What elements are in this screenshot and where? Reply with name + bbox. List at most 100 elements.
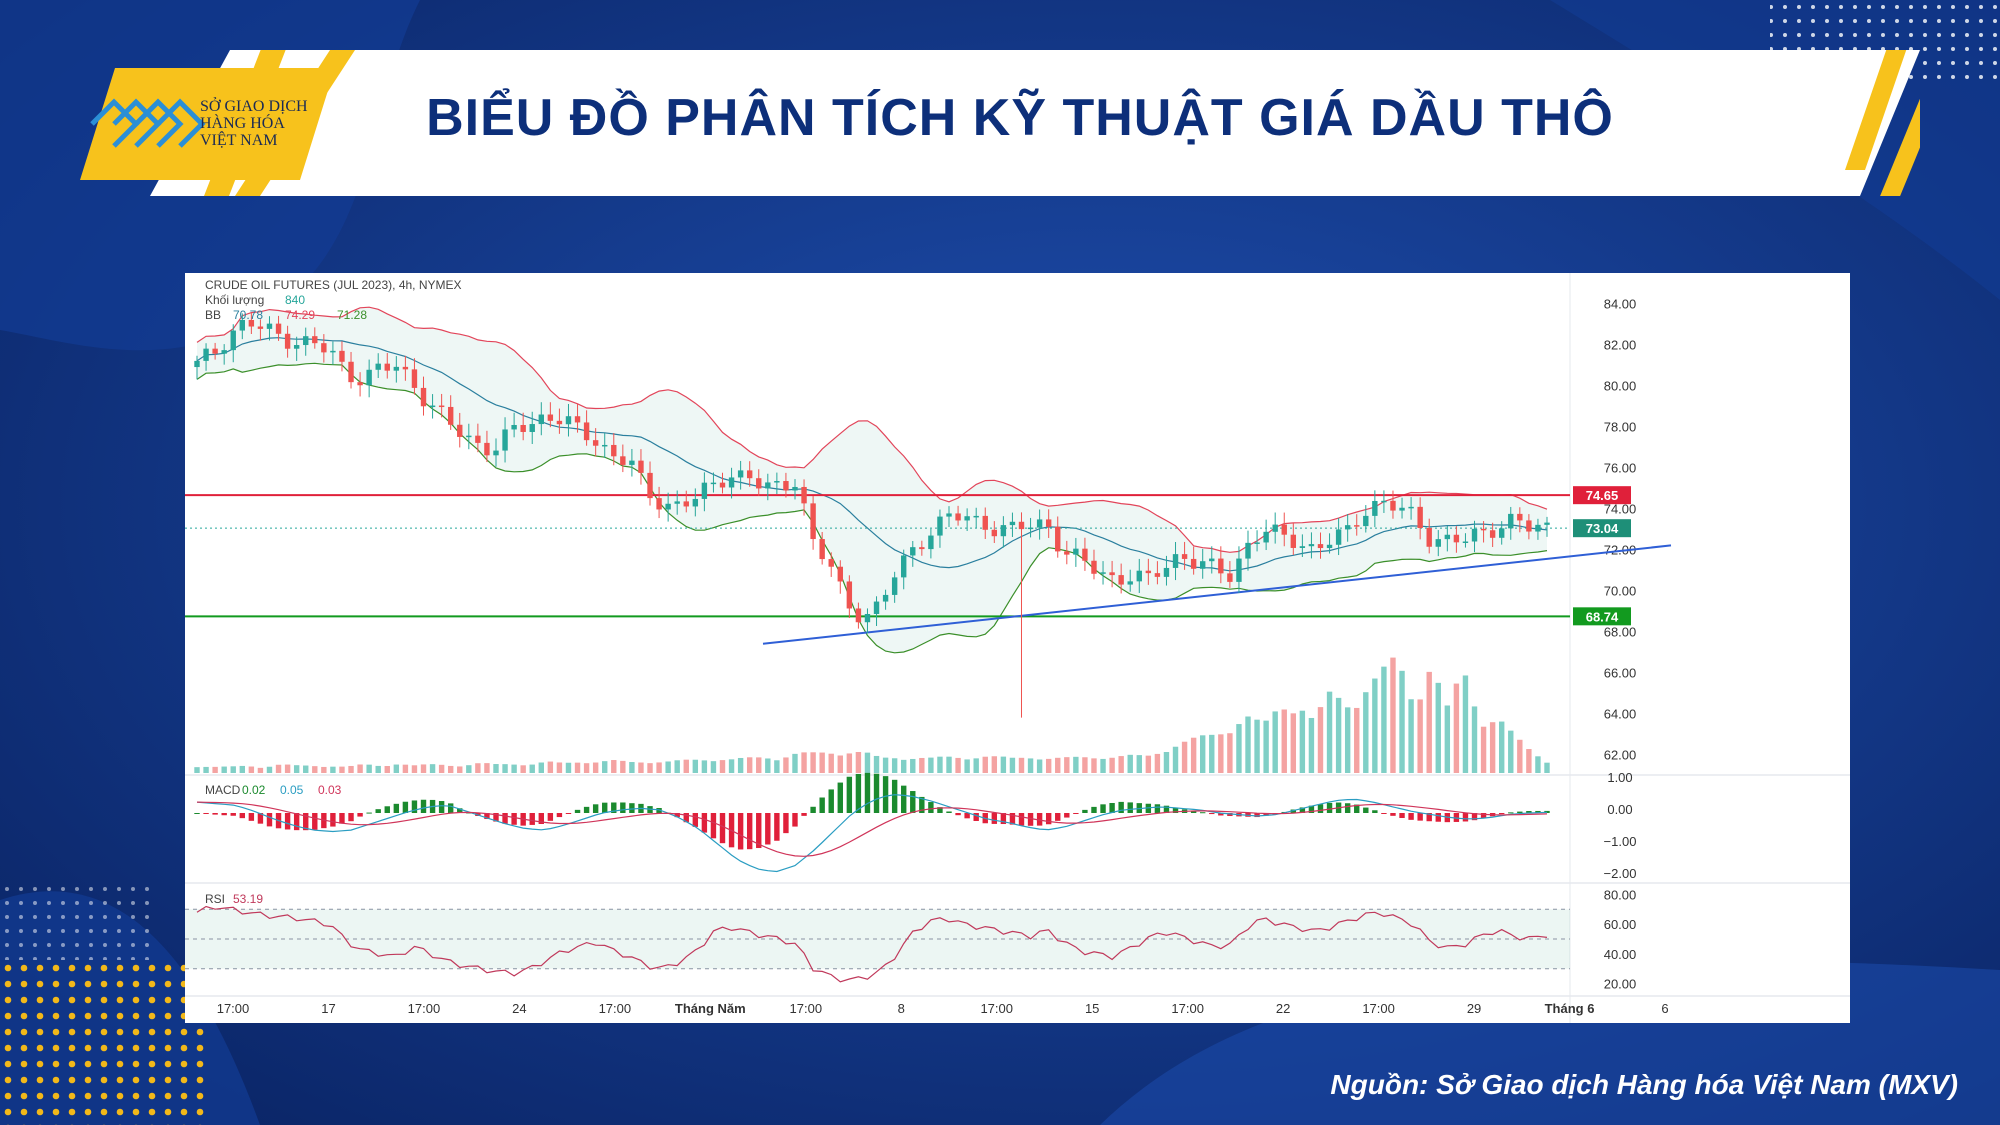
volume-bar: [765, 758, 771, 773]
volume-bar: [330, 766, 336, 773]
macd-histogram-bar: [1154, 804, 1161, 813]
macd-histogram-bar: [792, 813, 798, 827]
macd-line: [196, 794, 1548, 873]
candle-body: [574, 416, 581, 423]
x-tick-label: 17:00: [980, 1001, 1013, 1016]
volume-bar: [1245, 716, 1251, 773]
candle-body: [457, 424, 463, 437]
candle-body: [466, 435, 472, 438]
candle-body: [1471, 528, 1478, 542]
macd-histogram-bar: [846, 776, 853, 813]
volume-bar: [565, 762, 572, 773]
candle-body: [937, 516, 943, 536]
candle-body: [375, 363, 381, 370]
volume-bar: [1064, 757, 1070, 773]
candle-body: [792, 486, 798, 491]
candle-body: [638, 460, 644, 473]
candle-body: [765, 482, 771, 489]
macd-histogram-bar: [230, 813, 236, 816]
candle-body: [547, 414, 554, 421]
candle-body: [647, 472, 653, 499]
candle-body: [1245, 542, 1251, 559]
volume-bar: [1317, 707, 1324, 773]
rsi-legend-label: RSI: [205, 892, 225, 906]
macd-histogram-bar: [529, 813, 535, 825]
candle-body: [284, 333, 291, 349]
macd-histogram-bar: [1480, 813, 1487, 819]
candle-body: [1526, 520, 1532, 532]
candle-body: [846, 581, 853, 609]
volume-bar: [873, 755, 880, 773]
volume-bar: [1453, 683, 1460, 773]
macd-histogram-bar: [447, 803, 454, 813]
volume-bar: [212, 766, 218, 773]
bb-legend-value: 70.78: [233, 308, 263, 322]
volume-bar: [656, 762, 662, 773]
volume-bar: [1390, 657, 1396, 773]
macd-histogram-bar: [565, 813, 572, 814]
logo-line: VIỆT NAM: [200, 132, 278, 149]
bb-legend-value: 74.29: [285, 308, 315, 322]
candle-body: [475, 435, 481, 443]
macd-histogram-bar: [1172, 807, 1179, 813]
macd-signal-line: [196, 801, 1548, 857]
volume-bar: [1172, 746, 1179, 773]
macd-legend-label: MACD: [205, 783, 241, 797]
macd-histogram-bar: [1118, 801, 1124, 813]
candle-body: [719, 482, 726, 488]
macd-histogram-bar: [1517, 811, 1523, 813]
volume-bar: [1462, 675, 1469, 773]
volume-bar: [1163, 751, 1170, 773]
volume-bar: [348, 765, 354, 773]
candle-body: [774, 481, 780, 483]
candle-body: [1281, 524, 1287, 535]
macd-histogram-bar: [257, 813, 264, 824]
macd-histogram-bar: [312, 813, 318, 830]
candle-body: [629, 460, 635, 465]
price-tick-label: 76.00: [1604, 461, 1637, 476]
macd-histogram-bar: [1381, 813, 1387, 814]
candle-body: [1082, 548, 1088, 561]
candle-body: [230, 330, 236, 351]
macd-histogram-bar: [1254, 813, 1260, 818]
macd-histogram-bar: [1218, 813, 1224, 816]
candle-body: [1263, 531, 1269, 543]
candle-body: [955, 513, 961, 521]
macd-histogram-bar: [592, 804, 599, 813]
volume-bar: [1109, 757, 1115, 773]
macd-histogram-bar: [284, 813, 291, 830]
candle-body: [1544, 522, 1550, 525]
macd-histogram-bar: [1372, 810, 1378, 813]
price-tick-label: 68.00: [1604, 625, 1637, 640]
rsi-tick-label: 20.00: [1604, 977, 1637, 992]
x-tick-label: 17:00: [1171, 1001, 1204, 1016]
volume-bar: [1381, 666, 1387, 773]
macd-histogram-bar: [1045, 813, 1052, 825]
macd-histogram-bar: [1263, 813, 1269, 816]
logo-line: HÀNG HÓA: [200, 115, 285, 132]
volume-bar: [783, 757, 789, 773]
volume-bar: [502, 764, 508, 773]
volume-bar: [1526, 749, 1532, 773]
candle-body: [511, 424, 517, 430]
volume-bar: [230, 766, 236, 773]
volume-bar: [1535, 756, 1541, 773]
candle-body: [1209, 558, 1215, 562]
macd-histogram-bar: [1390, 813, 1396, 816]
macd-histogram-bar: [701, 813, 708, 833]
page-title: BIỂU ĐỒ PHÂN TÍCH KỸ THUẬT GIÁ DẦU THÔ: [426, 89, 1614, 147]
macd-histogram-bar: [1426, 813, 1432, 822]
candle-body: [1154, 573, 1161, 577]
macd-histogram-bar: [203, 813, 209, 814]
candle-body: [266, 323, 273, 329]
candle-body: [1480, 528, 1487, 531]
candle-body: [873, 601, 880, 614]
candle-body: [321, 343, 327, 353]
macd-histogram-bar: [366, 812, 372, 814]
volume-bar: [375, 765, 381, 773]
volume-bar: [366, 764, 372, 773]
volume-bar: [275, 764, 282, 773]
candle-body: [357, 382, 363, 386]
volume-bar: [1344, 707, 1351, 773]
candle-body: [366, 369, 372, 386]
